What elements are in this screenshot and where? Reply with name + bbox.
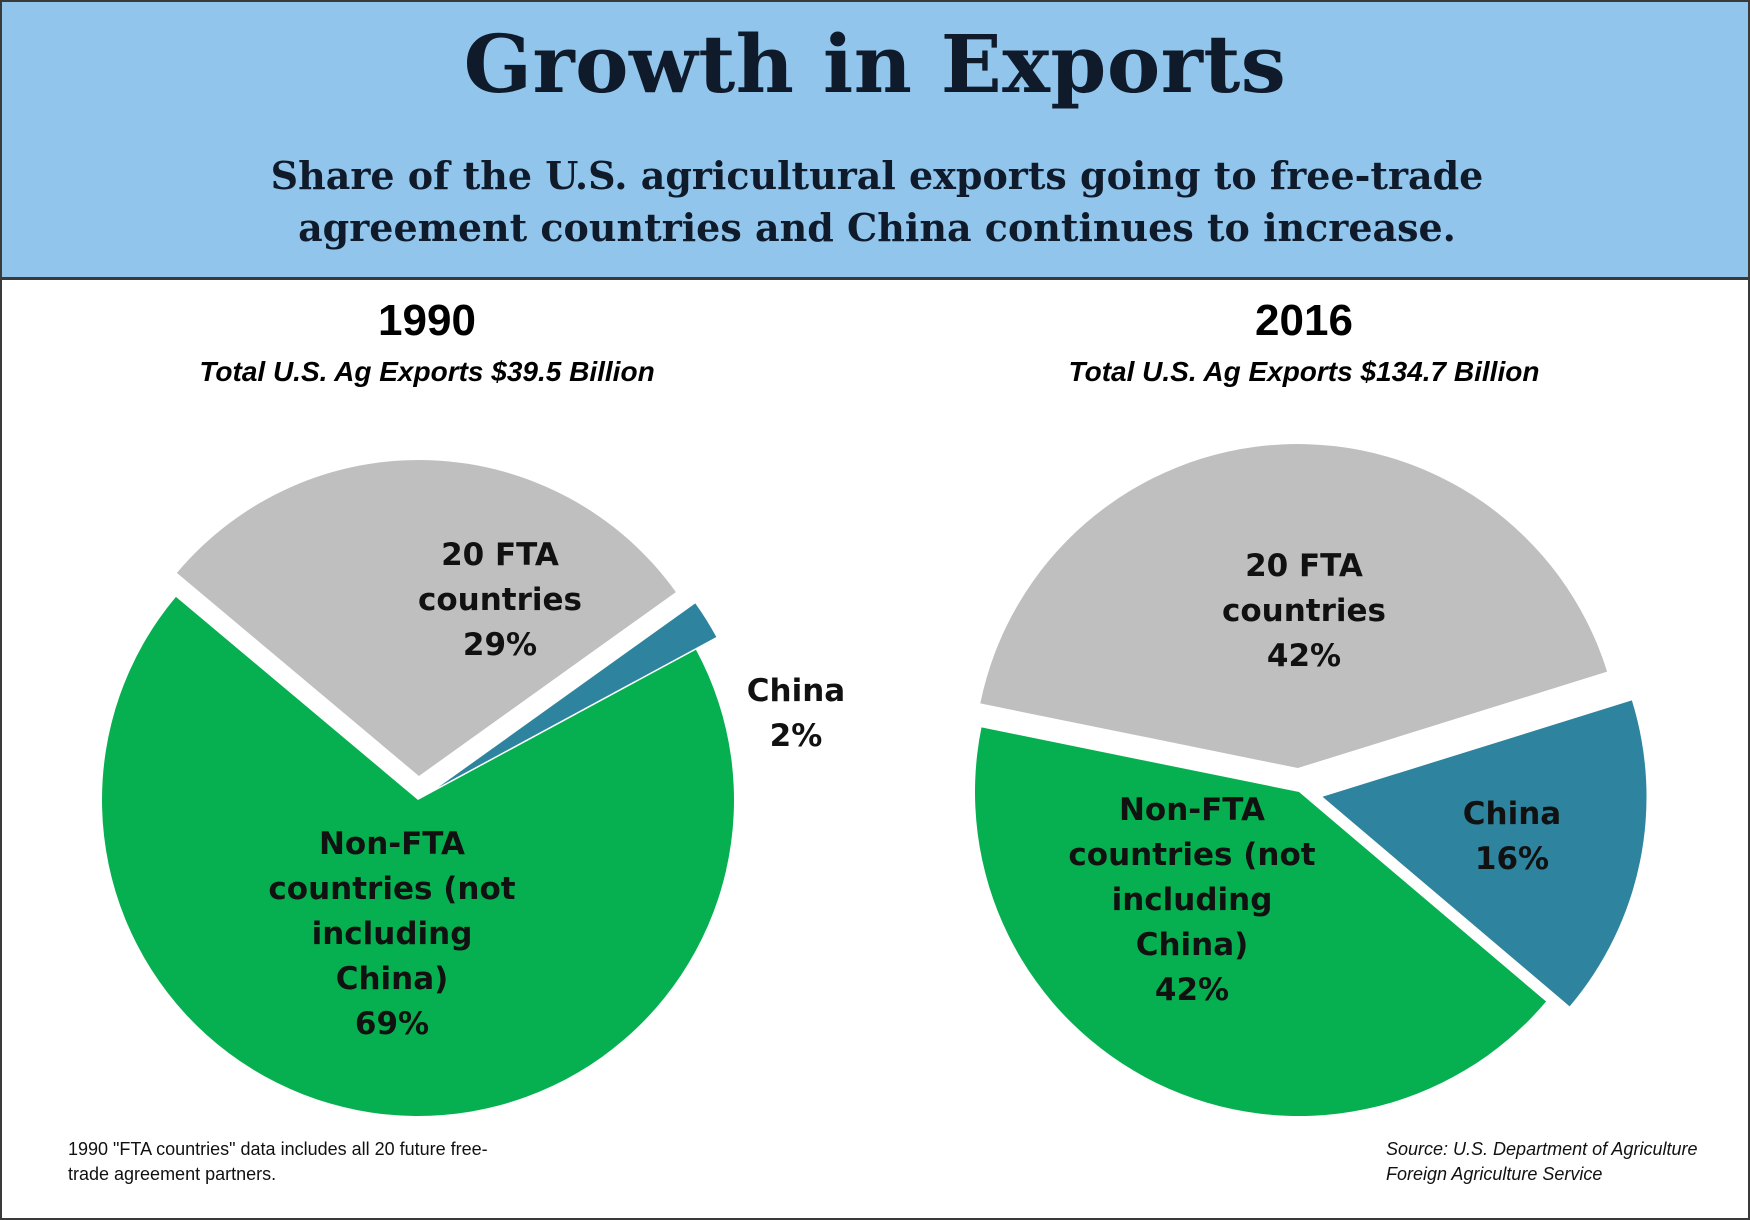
chart-1990-subtitle: Total U.S. Ag Exports $39.5 Billion [199,356,655,387]
chart-2016-title: 2016 [1255,296,1353,345]
page-title: Growth in Exports [463,17,1287,111]
page-subtitle: Share of the U.S. agricultural exports g… [270,153,1484,250]
slice-label-1990-non_fta: Non-FTA countries (not including China) 69% [268,826,515,1042]
slice-label-1990-fta: 20 FTA countries 29% [418,537,582,663]
pie-slice-1990-fta [176,460,676,777]
slice-label-2016-non_fta: Non-FTA countries (not including China) 42% [1068,792,1315,1008]
pie-slice-2016-non_fta [975,727,1547,1116]
pie-slice-2016-fta [980,444,1608,769]
chart-1990-title: 1990 [378,296,476,345]
pie-2016: 20 FTA countries 42% China 16% Non-FTA countri… [975,444,1647,1116]
pie-slice-1990-china [438,603,717,788]
slice-label-2016-china: China 16% [1463,796,1561,877]
pie-slice-2016-china [1322,700,1647,1007]
source-note: Source: U.S. Department of Agriculture F… [1386,1139,1698,1184]
pie-slice-1990-non_fta [101,596,734,1116]
chart-2016-subtitle: Total U.S. Ag Exports $134.7 Billion [1068,356,1540,387]
pie-1990: 20 FTA countries 29% China 2% Non-FTA countrie… [101,460,845,1116]
footnote: 1990 "FTA countries" data includes all 2… [68,1139,488,1184]
slice-label-1990-china: China 2% [747,673,845,754]
slice-label-2016-fta: 20 FTA countries 42% [1222,548,1386,674]
header-banner: Growth in Exports Share of the U.S. agri… [2,2,1748,280]
